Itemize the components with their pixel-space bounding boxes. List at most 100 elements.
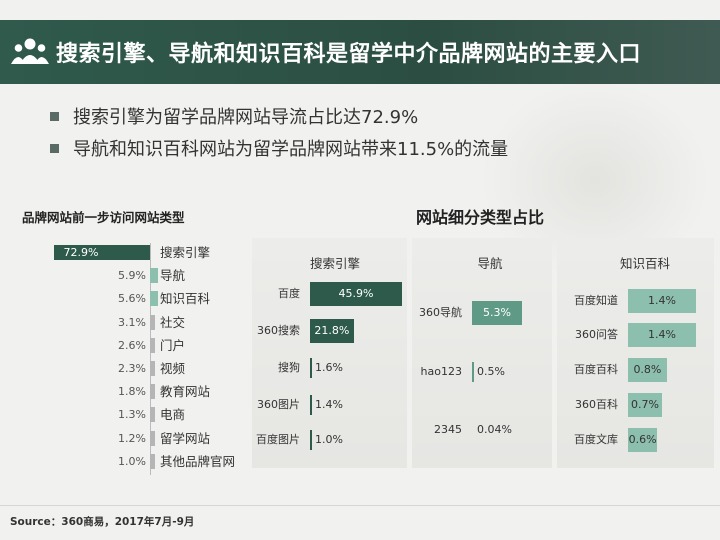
left-chart-row: 72.9% 搜索引擎 [0,243,260,262]
group-header: 导航 [477,256,503,271]
left-chart-bar [150,268,158,284]
bullet-text: 导航和知识百科网站为留学品牌网站带来11.5%的流量 [73,139,509,160]
source-note: Source：360商易，2017年7月-9月 [10,516,195,528]
left-chart-bar [150,291,158,307]
left-chart-value-label: 3.1% [118,315,146,329]
group-value-label: 21.8% [314,324,350,337]
left-chart-value-label: 1.3% [118,408,146,422]
people-icon [8,32,52,72]
left-chart-category-label: 导航 [160,268,186,284]
left-chart-bar [150,337,155,353]
left-chart-bar [54,245,150,260]
group-bar [472,301,522,325]
group-row: 搜狗 1.6% [0,356,720,380]
bullet-list: 搜索引擎为留学品牌网站导流占比达72.9% 导航和知识百科网站为留学品牌网站带来… [50,100,508,164]
group-row: 百度 45.9% [0,282,720,306]
left-chart-value-label: 1.0% [118,454,146,468]
group-bar [628,393,662,417]
group-bar [310,319,354,343]
group-category-label: 百度百科 [574,363,618,376]
left-chart-row: 5.9% 导航 [0,266,260,285]
header-banner: 搜索引擎、导航和知识百科是留学中介品牌网站的主要入口 [0,20,720,84]
group-value-label: 0.5% [477,365,505,378]
group-category-label: 360导航 [419,306,462,319]
left-chart-value-label: 1.2% [118,431,146,445]
group-value-label: 0.6% [628,433,657,446]
left-chart-bar [150,361,155,376]
panel-navigation [412,238,552,468]
left-chart-category-label: 留学网站 [160,430,211,446]
left-chart-category-label: 社交 [160,314,186,330]
right-chart-title: 网站细分类型占比 [415,208,544,227]
group-bar [310,430,312,450]
left-chart-bar [150,453,155,469]
left-chart-row: 1.3% 电商 [0,405,260,424]
group-category-label: hao123 [420,365,462,378]
group-bar [628,358,667,382]
left-chart-bar [150,407,155,423]
group-value-label: 1.4% [648,328,676,341]
left-chart-value-label: 72.9% [63,246,99,259]
group-header: 知识百科 [619,256,670,271]
left-chart-category-label: 其他品牌官网 [160,453,236,469]
group-bar [310,395,312,415]
group-value-label: 1.4% [315,398,343,411]
group-bar [628,289,696,313]
group-category-label: 百度文库 [574,433,618,446]
left-chart-row: 1.0% 其他品牌官网 [0,452,260,471]
left-chart-category-label: 电商 [160,407,186,423]
group-category-label: 360百科 [575,398,618,411]
group-header: 搜索引擎 [309,256,360,271]
left-chart-row: 2.6% 门户 [0,336,260,355]
group-row: 百度百科 0.8% [0,358,720,382]
group-value-label: 0.7% [631,398,659,411]
left-chart-bar [150,430,155,446]
group-row: 2345 0.04% [0,418,720,442]
footer-divider [0,505,720,506]
left-chart-bar [150,314,155,330]
bullet-text: 搜索引擎为留学品牌网站导流占比达72.9% [73,107,419,128]
group-value-label: 1.0% [315,433,343,446]
group-value-label: 5.3% [483,306,511,319]
group-row: hao123 0.5% [0,360,720,384]
group-row: 360问答 1.4% [0,323,720,347]
group-row: 360搜索 21.8% [0,319,720,343]
group-category-label: 360搜索 [257,324,300,337]
group-bar [628,428,658,452]
group-bar [628,323,696,347]
left-chart-row: 1.8% 教育网站 [0,382,260,401]
group-category-label: 360问答 [575,328,618,341]
left-chart-value-label: 2.3% [118,362,146,375]
group-row: 360百科 0.7% [0,393,720,417]
left-chart-value-label: 5.9% [118,269,146,283]
left-chart-axis [150,243,151,475]
left-chart-category-label: 搜索引擎 [160,245,211,260]
group-row: 百度文库 0.6% [0,428,720,452]
group-category-label: 360图片 [257,398,300,411]
panel-search-engine [252,238,407,468]
bullet-square-icon [50,111,59,121]
left-chart-category-label: 视频 [160,361,186,376]
bullet-item: 导航和知识百科网站为留学品牌网站带来11.5%的流量 [50,132,508,164]
group-value-label: 45.9% [338,287,374,300]
group-category-label: 搜狗 [278,361,300,374]
group-bar [472,362,474,382]
bullet-item: 搜索引擎为留学品牌网站导流占比达72.9% [50,100,508,132]
left-chart-category-label: 门户 [160,337,186,353]
group-bar [310,282,402,306]
left-chart-category-label: 知识百科 [160,291,211,307]
group-category-label: 百度图片 [256,433,300,446]
left-chart-row: 5.6% 知识百科 [0,289,260,308]
group-value-label: 1.4% [648,294,676,307]
group-value-label: 0.04% [477,423,512,436]
group-row: 360图片 1.4% [0,393,720,417]
bullet-square-icon [50,143,59,153]
group-row: 百度图片 1.0% [0,428,720,452]
group-row: 360导航 5.3% [0,301,720,325]
left-chart-row: 1.2% 留学网站 [0,429,260,448]
group-value-label: 1.6% [315,361,343,374]
group-value-label: 0.8% [633,363,662,376]
left-chart-category-label: 教育网站 [160,384,211,400]
left-chart-value-label: 1.8% [118,385,146,399]
left-chart-value-label: 5.6% [118,292,146,306]
